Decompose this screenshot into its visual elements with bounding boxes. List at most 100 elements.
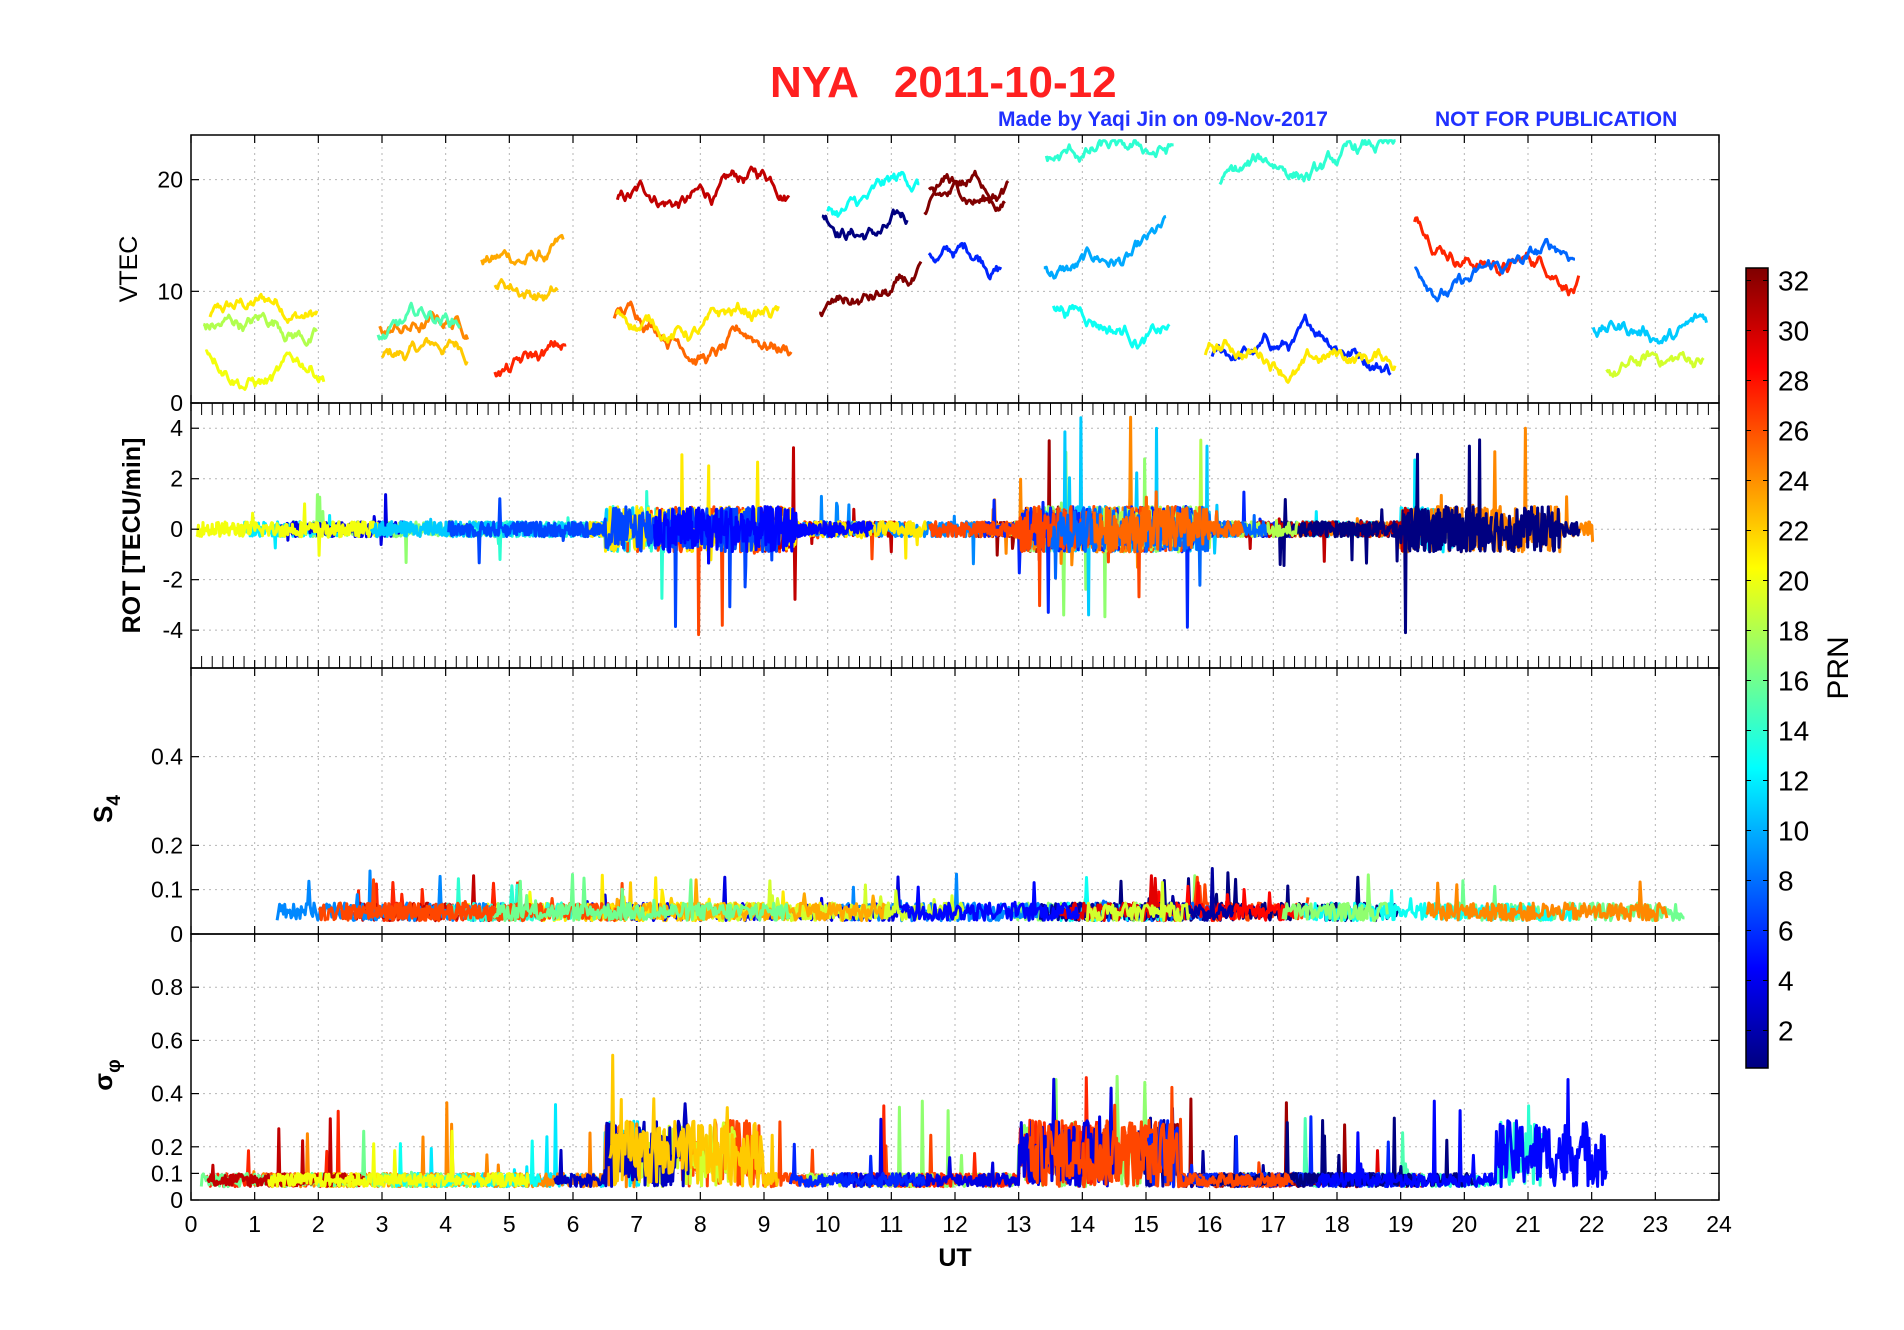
y-axis-label: S4 (88, 795, 125, 823)
vtec-trace (818, 260, 923, 318)
vtec-trace (202, 311, 318, 347)
s4-trace (1084, 881, 1191, 923)
rot-trace (652, 505, 874, 565)
x-tick-label: 2 (312, 1211, 325, 1237)
vtec-trace (378, 310, 470, 340)
y-tick-label: 0 (170, 921, 183, 947)
panel-vtec: 0 10 20 VTEC (115, 134, 1720, 416)
publication-notice: NOT FOR PUBLICATION (1435, 108, 1678, 131)
y-tick-label: 20 (157, 167, 183, 193)
y-tick-label: 0.2 (151, 832, 183, 858)
colorbar-tick-label: 24 (1778, 466, 1809, 497)
y-tick-label: 0 (170, 516, 183, 542)
colorbar-tick-label: 2 (1778, 1016, 1794, 1047)
vtec-trace (615, 165, 791, 209)
x-tick-label: 4 (439, 1211, 452, 1237)
y-tick-label: 2 (170, 466, 183, 492)
y-tick-label: 0.1 (151, 1160, 183, 1186)
vtec-trace (1218, 139, 1396, 186)
colorbar-tick-label: 30 (1778, 316, 1809, 347)
vtec-trace (1413, 216, 1581, 297)
x-tick-label: 17 (1261, 1211, 1287, 1237)
y-tick-label: 0.4 (151, 1081, 183, 1107)
vtec-trace (1051, 303, 1171, 350)
sig-trace (1028, 1085, 1294, 1189)
colorbar-tick-label: 28 (1778, 366, 1809, 397)
colorbar-tick-label: 32 (1778, 266, 1809, 297)
rot-traces (195, 415, 1595, 637)
vtec-trace (612, 300, 793, 366)
sig-trace (788, 1142, 926, 1189)
x-tick-label: 6 (567, 1211, 580, 1237)
x-tick-label: 3 (376, 1211, 389, 1237)
panel-rot: -4 -2 0 2 4 ROT [TECU/min] (118, 402, 1720, 669)
vtec-trace (1605, 350, 1705, 378)
x-tick-label: 22 (1579, 1211, 1605, 1237)
y-tick-label: -4 (163, 617, 184, 643)
vtec-trace (493, 340, 567, 378)
y-tick-label: 0.8 (151, 974, 183, 1000)
x-tick-label: 18 (1324, 1211, 1350, 1237)
vtec-trace (826, 170, 920, 218)
x-tick-label: 19 (1388, 1211, 1414, 1237)
vtec-trace (376, 301, 461, 341)
y-axis-label: VTEC (115, 236, 143, 303)
vtec-trace (204, 349, 326, 391)
y-axis-label: σφ (88, 1059, 125, 1090)
x-tick-label: 7 (630, 1211, 643, 1237)
x-tick-label: 10 (815, 1211, 841, 1237)
vtec-trace (1044, 139, 1174, 163)
y-tick-label: 0.4 (151, 744, 183, 770)
colorbar-tick-label: 26 (1778, 416, 1809, 447)
colorbar-tick-label: 16 (1778, 666, 1809, 697)
y-tick-label: -2 (163, 567, 183, 593)
s4-trace (601, 878, 886, 923)
y-tick-label: 0.2 (151, 1134, 183, 1160)
colorbar-tick-label: 18 (1778, 616, 1809, 647)
x-tick-label: 20 (1452, 1211, 1478, 1237)
vtec-trace (208, 292, 319, 324)
sig-traces (199, 1053, 1608, 1189)
vtec-trace (480, 233, 565, 266)
colorbar-tick-label: 10 (1778, 816, 1809, 847)
colorbar-tick-label: 6 (1778, 916, 1794, 947)
vtec-trace (927, 241, 1003, 281)
x-tick-label: 12 (942, 1211, 968, 1237)
x-tick-label: 21 (1515, 1211, 1541, 1237)
colorbar-gradient (1745, 267, 1769, 1069)
vtec-trace (821, 208, 909, 241)
credit-note: Made by Yaqi Jin on 09-Nov-2017 (998, 108, 1328, 131)
vtec-trace (1413, 237, 1576, 303)
x-tick-label: 15 (1133, 1211, 1159, 1237)
s4-trace (1425, 880, 1669, 923)
colorbar-tick-label: 4 (1778, 966, 1794, 997)
x-tick-label: 23 (1643, 1211, 1669, 1237)
s4-trace (1281, 873, 1389, 923)
y-tick-label: 10 (157, 278, 183, 304)
vtec-trace (493, 278, 559, 302)
sig-trace (608, 1053, 780, 1189)
vtec-trace (1203, 338, 1397, 384)
y-tick-label: 4 (170, 415, 183, 441)
colorbar-tick-label: 20 (1778, 566, 1809, 597)
vtec-trace (615, 301, 780, 344)
x-tick-label: 11 (879, 1211, 903, 1237)
x-tick-label: 16 (1197, 1211, 1223, 1237)
x-tick-label: 13 (1006, 1211, 1032, 1237)
y-axis-label: ROT [TECU/min] (118, 438, 146, 634)
vtec-trace (380, 336, 469, 366)
rot-trace (1274, 438, 1581, 635)
colorbar-label: PRN (1822, 636, 1855, 699)
x-axis-label: UT (938, 1244, 971, 1272)
x-tick-label: 14 (1070, 1211, 1096, 1237)
colorbar-tick-label: 12 (1778, 766, 1809, 797)
x-tick-label: 24 (1706, 1211, 1732, 1237)
x-tick-label: 8 (694, 1211, 707, 1237)
colorbar-tick-label: 8 (1778, 866, 1794, 897)
s4-traces (275, 867, 1685, 923)
vtec-trace (1043, 214, 1167, 280)
